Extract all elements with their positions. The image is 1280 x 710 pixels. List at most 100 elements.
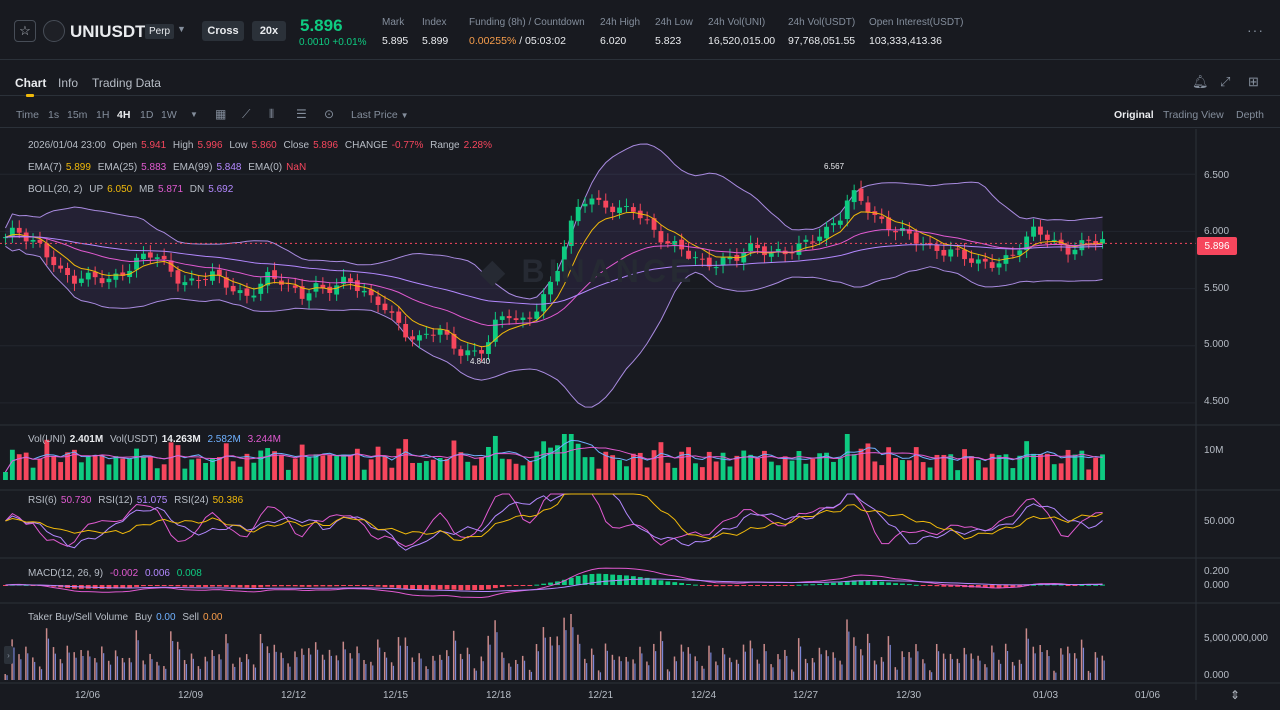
macd-bar — [361, 585, 367, 586]
macd-bar — [223, 585, 229, 587]
interval-time[interactable]: Time — [16, 109, 39, 121]
macd-bar — [423, 585, 429, 590]
price-chart[interactable] — [0, 129, 1280, 710]
chevron-down-icon[interactable]: ▼ — [177, 24, 186, 34]
volume-bar — [803, 463, 809, 480]
taker-sell-bar — [832, 652, 834, 680]
interval-1w[interactable]: 1W — [161, 109, 177, 121]
stat-label: Mark — [382, 17, 405, 28]
macd-bar — [168, 585, 174, 586]
tab-chart[interactable]: Chart — [15, 76, 47, 90]
view-trading-view[interactable]: Trading View — [1163, 109, 1224, 121]
interval-15m[interactable]: 15m — [67, 109, 88, 121]
macd-bar — [265, 585, 271, 587]
ema99-value: 5.848 — [216, 162, 242, 173]
settings-list-icon[interactable]: ☰ — [296, 107, 307, 121]
macd-bar — [844, 581, 850, 585]
candle-body — [479, 350, 484, 354]
leverage-button[interactable]: 20x — [252, 21, 286, 41]
macd-bar — [279, 585, 284, 587]
fullscreen-icon[interactable]: ⤢ — [1220, 74, 1231, 89]
taker-sell-bar — [597, 670, 600, 680]
macd-axis-zero: 0.000 — [1204, 580, 1230, 591]
macd-bar — [596, 573, 602, 585]
candle-body — [51, 256, 57, 266]
taker-buy-bar — [68, 652, 70, 680]
tab-info[interactable]: Info — [58, 76, 79, 90]
stat-value: 97,768,051.55 — [788, 35, 856, 47]
more-icon[interactable]: ··· — [1247, 22, 1264, 38]
stat-index[interactable]: Index 5.899 — [422, 17, 448, 47]
taker-sell-bar — [308, 648, 310, 680]
macd-bar — [589, 574, 595, 585]
price-type-select[interactable]: Last Price ▼ — [351, 109, 409, 121]
taker-sell-bar — [66, 645, 69, 680]
taker-sell-bar — [949, 653, 952, 680]
bell-icon[interactable]: 🔔︎ — [1192, 74, 1209, 89]
taker-buy-bar — [620, 661, 622, 680]
view-original[interactable]: Original — [1114, 109, 1154, 121]
view-depth[interactable]: Depth — [1236, 109, 1265, 121]
volume-bar — [16, 454, 22, 480]
taker-sell-bar — [432, 655, 434, 680]
stat-open-interest[interactable]: Open Interest(USDT) 103,333,413.36 — [869, 17, 963, 47]
high-marker: 6.567 — [824, 162, 845, 171]
interval-4h[interactable]: 4H — [117, 109, 131, 121]
volume-ma-line — [5, 446, 1103, 473]
taker-buy-bar — [592, 654, 595, 680]
taker-buy-bar — [310, 654, 312, 680]
candle-body — [672, 241, 678, 245]
macd-bar — [541, 583, 547, 585]
layout-grid-icon[interactable]: ⊞ — [1248, 74, 1259, 89]
macd-bar — [1100, 584, 1105, 586]
ema99-label: EMA(99) — [172, 162, 213, 173]
taker-buy-bar — [841, 664, 843, 680]
candle-body — [396, 311, 402, 323]
taker-sell-bar — [294, 651, 296, 680]
taker-sell-bar — [197, 666, 200, 680]
volume-bar — [672, 467, 678, 480]
macd-bar — [216, 585, 222, 587]
tab-trading-data[interactable]: Trading Data — [92, 76, 161, 90]
taker-buy-bar — [641, 653, 643, 680]
taker-sell-bar — [280, 652, 282, 680]
star-icon[interactable]: ☆ — [14, 20, 36, 42]
candle-body — [1038, 226, 1043, 235]
chevron-down-icon[interactable]: ▼ — [190, 110, 198, 119]
volume-bar — [927, 467, 933, 480]
macd-bar — [603, 574, 609, 585]
candle-body — [410, 336, 415, 340]
interval-1s[interactable]: 1s — [48, 109, 60, 121]
symbol-name[interactable]: UNIUSDT — [70, 22, 146, 41]
scale-reset-icon[interactable]: ⇕ — [1230, 688, 1241, 702]
drawing-tools-icon[interactable]: ⊙ — [324, 107, 335, 121]
macd-bar — [720, 585, 726, 587]
taker-buy-bar — [655, 651, 657, 680]
interval-1h[interactable]: 1H — [96, 109, 110, 121]
volume-bar — [782, 456, 788, 480]
taker-sell-bar — [183, 660, 186, 680]
taker-buy-bar — [599, 672, 602, 680]
candle-body — [154, 257, 160, 259]
side-panel-handle[interactable]: › — [4, 646, 13, 664]
taker-sell-bar — [363, 659, 365, 680]
volume-bar — [106, 464, 112, 480]
macd-bar — [879, 581, 885, 585]
calendar-icon[interactable]: ▦ — [215, 107, 227, 121]
candle-body — [430, 334, 436, 336]
volume-bar — [306, 457, 312, 480]
volume-bar — [375, 446, 381, 480]
taker-sell-bar — [563, 617, 565, 680]
candle-body — [520, 317, 526, 320]
taker-sell-bar — [963, 647, 966, 680]
volume-bar — [127, 458, 133, 480]
indicator-icon[interactable]: ⟋ — [242, 107, 251, 121]
macd-bar — [768, 585, 774, 586]
chart-type-icon[interactable]: ⫴ — [269, 107, 275, 121]
taker-sell-bar — [818, 647, 821, 680]
margin-mode-button[interactable]: Cross — [202, 21, 244, 41]
interval-1d[interactable]: 1D — [140, 109, 154, 121]
taker-sell-bar — [825, 650, 828, 680]
volume-bar — [251, 462, 257, 480]
volume-bar — [775, 465, 781, 480]
